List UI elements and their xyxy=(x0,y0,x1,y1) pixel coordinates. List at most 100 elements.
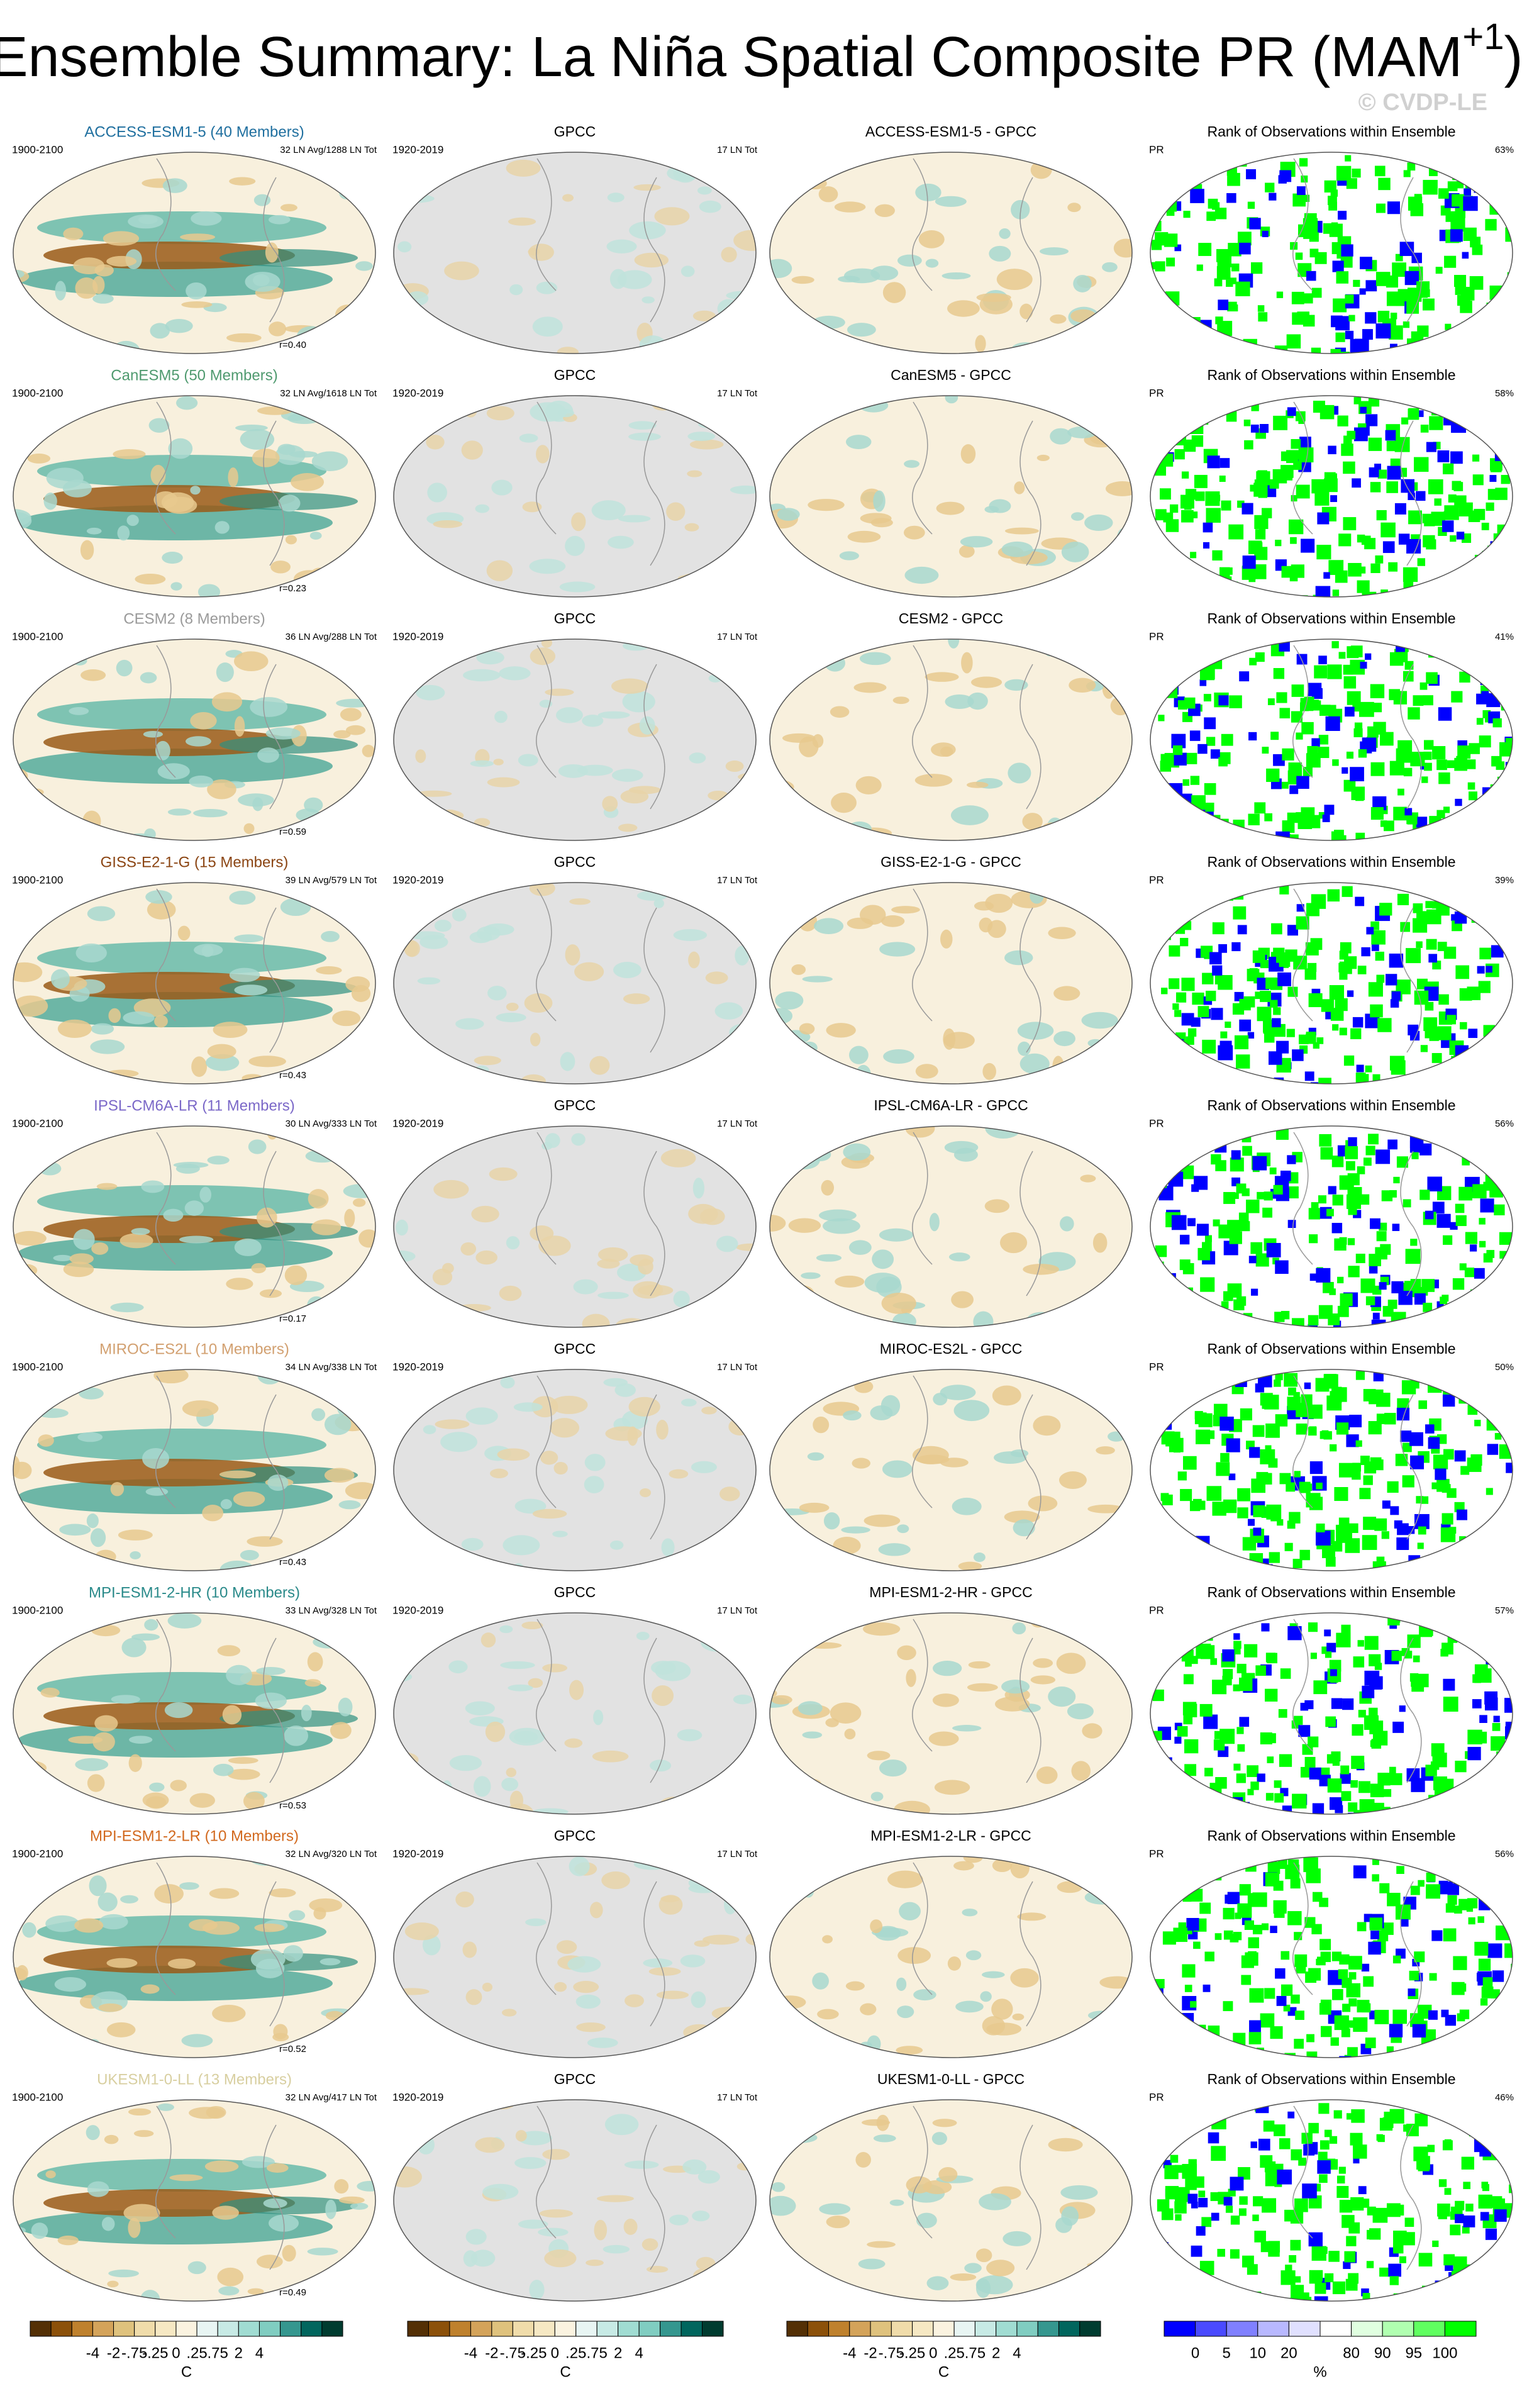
anomaly-blob xyxy=(684,523,699,532)
rank-cell xyxy=(1315,586,1331,597)
panel-label-right: 32 LN Avg/320 LN Tot xyxy=(286,1849,377,1859)
rank-cell xyxy=(1481,1986,1494,1998)
rank-cell xyxy=(1419,682,1428,690)
rank-cell xyxy=(1157,2199,1170,2212)
anomaly-blob xyxy=(550,1418,580,1438)
rank-cell xyxy=(1173,1927,1188,1943)
anomaly-blob xyxy=(960,536,993,548)
rank-cell xyxy=(1255,991,1263,1000)
rank-cell xyxy=(1403,767,1413,777)
rank-cell xyxy=(1404,349,1413,354)
anomaly-blob xyxy=(740,1771,756,1792)
anomaly-blob xyxy=(689,439,724,450)
rank-cell xyxy=(1421,2285,1437,2301)
rank-cell xyxy=(1220,1452,1230,1463)
anomaly-blob xyxy=(1048,927,1076,940)
colorbar-box xyxy=(1319,2321,1352,2337)
rank-cell xyxy=(1306,1327,1313,1334)
rank-cell xyxy=(1492,1723,1501,1731)
rank-cell xyxy=(1352,1470,1361,1480)
rank-cell xyxy=(1408,408,1419,420)
map-background xyxy=(770,1369,1132,1571)
anomaly-blob xyxy=(571,1133,586,1146)
rank-cell xyxy=(1324,180,1336,193)
rank-cell xyxy=(1205,348,1216,354)
rank-cell xyxy=(1231,1150,1241,1160)
rank-cell xyxy=(1280,1170,1291,1181)
rank-cell xyxy=(1231,942,1241,952)
rank-cell xyxy=(1203,1714,1218,1729)
rank-cell xyxy=(1193,2024,1206,2037)
anomaly-blob xyxy=(441,1780,453,1801)
colorbar-box xyxy=(575,2321,597,2337)
rank-cell xyxy=(1199,1703,1213,1717)
rank-cell xyxy=(1205,802,1214,812)
anomaly-blob xyxy=(855,827,892,839)
anomaly-blob xyxy=(275,445,306,465)
teal-band xyxy=(37,455,326,488)
rank-cell xyxy=(1451,418,1466,433)
anomaly-blob xyxy=(852,1458,870,1469)
rank-cell xyxy=(1431,1930,1443,1941)
rank-cell xyxy=(1314,665,1328,679)
rank-cell xyxy=(1198,2190,1206,2198)
rank-cell xyxy=(1334,2015,1349,2031)
anomaly-blob xyxy=(680,265,695,277)
rank-cell xyxy=(1183,1674,1194,1685)
rank-cell xyxy=(1398,1291,1413,1305)
rank-cell xyxy=(1353,1865,1367,1879)
rank-cell xyxy=(1270,1926,1277,1933)
map-panel xyxy=(1150,396,1513,597)
anomaly-blob xyxy=(845,435,872,449)
anomaly-blob xyxy=(17,912,54,923)
anomaly-blob xyxy=(269,1888,296,1898)
anomaly-blob xyxy=(825,2041,858,2058)
rank-cell xyxy=(1357,1922,1367,1932)
rank-cell xyxy=(1155,1786,1162,1793)
rank-cell xyxy=(1236,837,1248,840)
rank-cell xyxy=(1345,294,1354,304)
rank-cell xyxy=(1389,2109,1404,2124)
anomaly-blob xyxy=(324,1468,355,1483)
rank-cell xyxy=(1492,718,1502,728)
anomaly-blob xyxy=(394,182,421,192)
anomaly-blob xyxy=(1061,542,1089,562)
rank-cell xyxy=(1410,1279,1421,1290)
rank-cell xyxy=(1348,562,1362,577)
rank-cell xyxy=(1346,178,1357,189)
anomaly-blob xyxy=(38,1434,54,1447)
rank-cell xyxy=(1508,1195,1513,1202)
rank-cell xyxy=(1158,406,1170,417)
anomaly-blob xyxy=(162,552,183,564)
coastline xyxy=(1292,2105,1422,2270)
anomaly-blob xyxy=(530,1032,541,1047)
anomaly-blob xyxy=(628,421,657,430)
anomaly-blob xyxy=(1050,314,1067,324)
anomaly-blob xyxy=(353,1056,375,1068)
anomaly-blob xyxy=(1065,1387,1091,1395)
rank-cell xyxy=(1510,2248,1513,2260)
anomaly-blob xyxy=(719,1486,740,1502)
rank-cell xyxy=(1451,914,1458,921)
rank-cell xyxy=(1429,1031,1439,1041)
anomaly-blob xyxy=(202,1504,224,1522)
rank-cell xyxy=(1174,1803,1184,1813)
rank-cell xyxy=(1252,1156,1267,1171)
panel-label-right: 46% xyxy=(1495,2092,1514,2103)
rank-cell xyxy=(1507,206,1513,220)
map-outline xyxy=(393,1125,757,1328)
panel-title: GPCC xyxy=(554,1097,596,1113)
anomaly-blob xyxy=(618,823,638,832)
anomaly-blob xyxy=(234,984,268,996)
anomaly-blob xyxy=(775,991,804,1010)
anomaly-blob xyxy=(475,504,490,513)
colorbar-label: -.75 xyxy=(121,2344,147,2361)
rank-cell xyxy=(1183,1715,1193,1725)
rank-cell xyxy=(1190,552,1197,559)
panel-label-right: 63% xyxy=(1495,145,1514,155)
colorbar-box xyxy=(786,2321,808,2337)
rank-cell xyxy=(1319,404,1335,420)
colorbar-box xyxy=(238,2321,260,2337)
rank-cell xyxy=(1323,1374,1337,1387)
rank-cell xyxy=(1501,474,1510,484)
